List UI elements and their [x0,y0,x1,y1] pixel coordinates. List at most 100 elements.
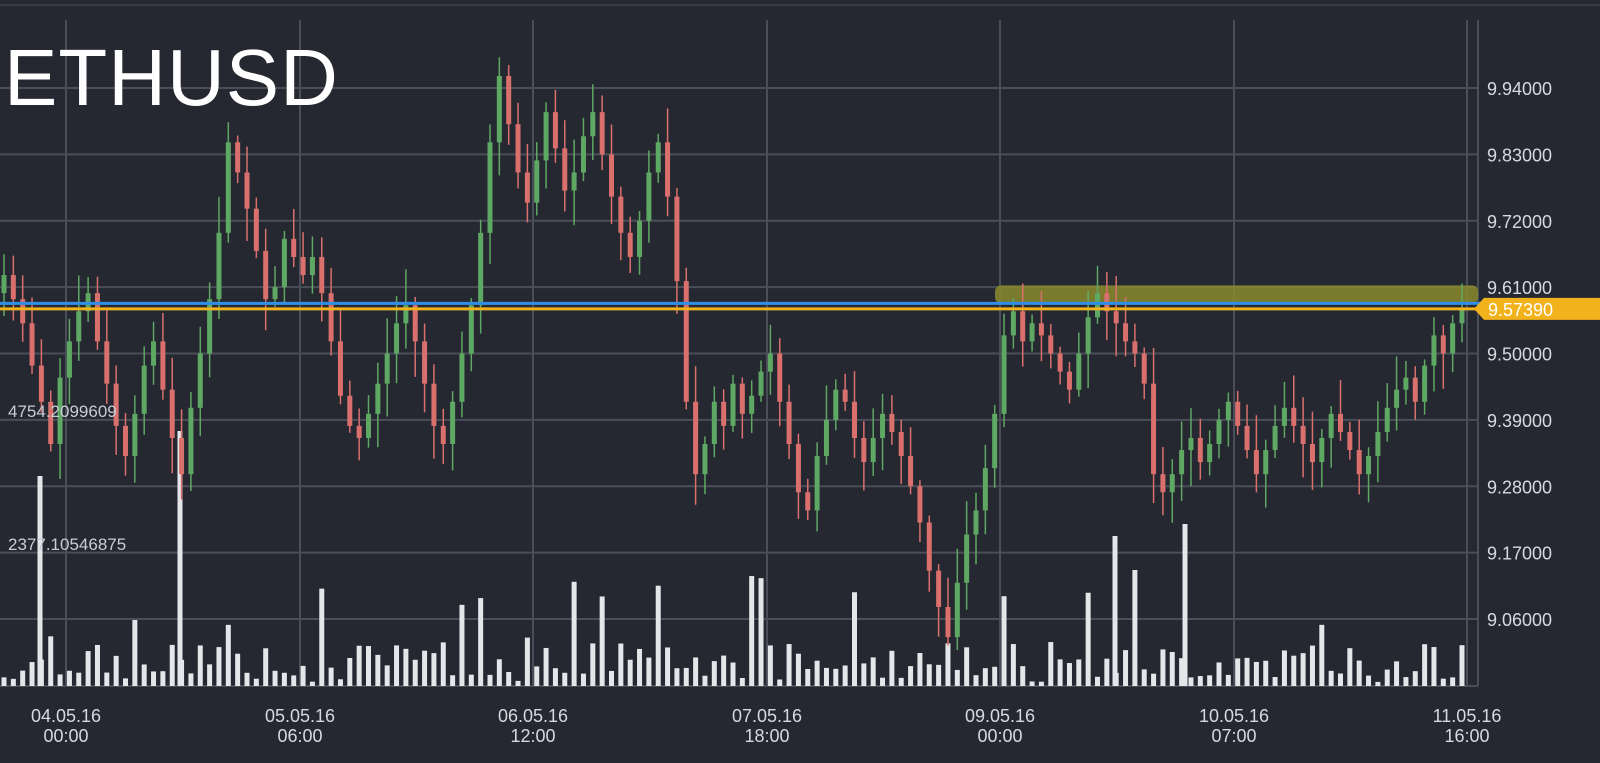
candle-body [852,401,857,438]
volume-bar [964,647,970,686]
candle-body [571,172,577,191]
candle-body [1076,353,1082,390]
candle-body [244,172,250,209]
candle-body [721,401,727,426]
volume-bar [534,666,540,686]
volume-label-max: 4754.2099609 [8,402,117,421]
volume-bar [94,644,100,686]
volume-bar [57,674,63,686]
volume-bar [384,665,390,686]
candle-body [1375,431,1381,457]
candle-body [861,437,867,463]
volume-bars [1,431,1465,686]
candle-body [926,522,932,571]
candle-body [225,142,231,233]
volume-bar [235,653,241,686]
candle-body [637,220,643,257]
volume-bar [123,678,128,686]
candle-body [141,365,147,414]
volume-bar [646,657,652,686]
candle-body [487,142,493,233]
volume-bar [1244,657,1250,686]
x-tick-date: 04.05.16 [31,706,101,726]
x-tick-date: 05.05.16 [265,706,335,726]
current-price-label: 9.57390 [1488,300,1553,320]
volume-bar [132,620,138,686]
x-tick-time: 06:00 [277,726,322,746]
candle-body [169,389,175,438]
candle-body [1366,456,1372,475]
candle-body [235,142,241,173]
candle-body [1403,377,1409,390]
current-price-tag [1474,297,1600,320]
candle-body [309,256,315,276]
candle-body [1356,450,1362,475]
candle-body [291,238,297,257]
volume-bar [356,645,362,686]
candle-body [1328,413,1334,438]
candle-body [281,238,287,288]
candle-body [823,419,829,457]
candle-body [431,383,437,426]
volume-bar [394,645,400,686]
chart-title: ETHUSD [4,33,339,122]
candle-body [300,256,306,276]
volume-bar [272,670,278,686]
candle-body [1132,341,1138,354]
grid [0,4,1600,687]
volume-bar [908,666,914,686]
y-tick-label: 9.94000 [1487,79,1552,99]
candle-body [1207,444,1213,463]
volume-bar [1151,673,1157,686]
volume-bar [375,654,381,686]
x-tick-time: 18:00 [744,726,789,746]
x-tick-date: 06.05.16 [498,706,568,726]
candle-body [1422,365,1428,402]
volume-bar [1431,647,1437,686]
candle-body [814,456,820,511]
x-tick-time: 16:00 [1444,726,1489,746]
volume-bar [833,668,839,686]
price-lines: 9.57390 [0,297,1600,320]
volume-bar [366,646,371,686]
candle-body [1188,437,1194,451]
candle-body [552,112,558,149]
volume-bar [1403,677,1409,686]
y-tick-label: 9.72000 [1487,212,1552,232]
candle-body [48,401,54,445]
volume-bar [627,659,633,686]
volume-bar [795,653,801,686]
volume-bar [1038,681,1044,686]
volume-bar [805,668,811,686]
volume-bar [141,664,147,686]
candle-body [683,281,689,402]
volume-bar [1450,677,1456,686]
volume-bar [945,643,951,686]
candle-body [954,582,960,638]
volume-bar [1394,661,1400,686]
candle-body [356,425,362,438]
candle-body [880,413,886,438]
candle-body [515,124,521,173]
volume-bar [898,677,904,686]
candle-body [1151,383,1157,475]
candle-body [739,383,745,414]
volume-bar [1169,651,1175,686]
x-tick-time: 00:00 [977,726,1022,746]
volume-bar [1216,662,1222,686]
volume-bar [786,644,792,686]
candle-body [1029,323,1035,342]
volume-bar [730,662,736,686]
volume-bar [1338,673,1343,686]
candle-body [1440,335,1446,354]
candle-body [655,142,661,173]
volume-bar [1253,661,1259,686]
volume-bar [1057,659,1063,686]
candle-body [151,341,157,366]
candle-body [478,232,484,306]
candle-body [216,232,222,300]
candle-body [1347,431,1353,451]
volume-bar [702,675,708,686]
volume-bar [609,670,614,686]
volume-bar [767,645,773,686]
